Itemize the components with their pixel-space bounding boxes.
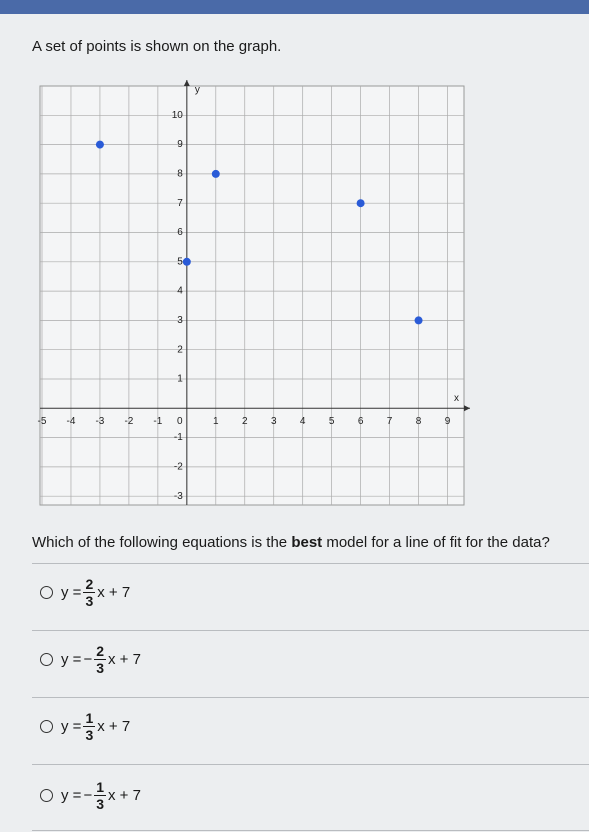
graph: -5 -4 -3 -2 -1 0 1 2 3 4 5 6 7 8 9 -3 -2 -1 1 2 3 4 5 6 7 8 9 10 x y [38, 80, 470, 506]
x-tick-label: 9 [445, 416, 451, 427]
equation-lhs: y = [61, 717, 82, 735]
question-emphasis: best [291, 534, 323, 551]
y-tick-label: 5 [177, 256, 183, 267]
y-tick-label: 2 [177, 344, 183, 355]
x-tick-label: 2 [242, 416, 248, 427]
y-tick-label: 6 [177, 227, 183, 238]
x-tick-label: 1 [213, 416, 219, 427]
data-point [95, 140, 104, 149]
separator [32, 830, 589, 831]
equation-rest: x + 7 [97, 583, 131, 601]
y-tick-label: -1 [174, 432, 183, 443]
x-tick-label: -1 [153, 416, 162, 427]
y-tick-label: -3 [174, 491, 183, 502]
radio-button[interactable] [40, 652, 53, 666]
y-tick-label: 4 [177, 286, 183, 297]
equation-lhs: y = [61, 650, 82, 668]
data-point [182, 257, 191, 266]
question: Which of the following equations is the … [32, 534, 550, 551]
y-axis-arrow [183, 80, 190, 86]
answer-option[interactable]: y = −2 3 x + 7 [40, 634, 141, 684]
denominator: 3 [85, 726, 94, 743]
numerator: 2 [83, 575, 96, 593]
x-tick-label: 7 [387, 416, 393, 427]
x-tick-label: -5 [38, 416, 47, 427]
equation-sign: − [83, 650, 93, 668]
x-tick-label: -2 [124, 416, 133, 427]
separator [32, 563, 589, 564]
separator [32, 697, 589, 698]
data-point [211, 169, 220, 178]
denominator: 3 [96, 795, 104, 812]
equation-rest: x + 7 [97, 717, 131, 735]
y-tick-label: 10 [172, 110, 184, 121]
x-tick-label: 6 [358, 416, 364, 427]
separator [32, 630, 589, 631]
top-bar [0, 0, 589, 14]
y-tick-label: 9 [177, 139, 183, 150]
x-tick-label: 3 [271, 416, 277, 427]
equation-rest: x + 7 [108, 786, 141, 804]
numerator: 1 [94, 778, 106, 796]
numerator: 2 [94, 642, 106, 660]
y-tick-label: -2 [174, 462, 183, 473]
x-tick-label: 8 [416, 416, 422, 427]
radio-button[interactable] [40, 788, 53, 802]
question-text: Which of the following equations is the [32, 534, 288, 551]
denominator: 3 [96, 659, 104, 676]
equation-rest: x + 7 [108, 650, 141, 668]
denominator: 3 [85, 592, 94, 609]
intro-text: A set of points is shown on the graph. [32, 38, 282, 55]
y-tick-label: 8 [177, 169, 183, 180]
numerator: 1 [83, 709, 96, 727]
x-tick-label: 4 [300, 416, 306, 427]
y-tick-label: 3 [177, 315, 183, 326]
equation-sign: − [83, 786, 93, 804]
y-tick-label: 7 [177, 198, 183, 209]
data-point [414, 316, 423, 325]
x-axis-label: x [454, 393, 459, 404]
radio-button[interactable] [40, 719, 53, 733]
answer-option[interactable]: y = 1 3 x + 7 [40, 701, 130, 751]
equation-lhs: y = [61, 583, 82, 601]
x-tick-label: 0 [177, 416, 183, 427]
separator [32, 764, 589, 765]
x-tick-label: -3 [95, 416, 104, 427]
answer-option[interactable]: y = −1 3 x + 7 [40, 770, 141, 820]
x-tick-label: 5 [329, 416, 335, 427]
plot-area [39, 85, 465, 506]
y-tick-label: 1 [177, 374, 183, 385]
x-tick-label: -4 [67, 416, 76, 427]
x-axis-arrow [464, 405, 470, 412]
answer-option[interactable]: y = 2 3 x + 7 [40, 567, 130, 617]
data-point [356, 199, 365, 208]
radio-button[interactable] [40, 585, 53, 599]
question-text: model for a line of fit for the data? [326, 534, 550, 551]
y-axis-label: y [195, 85, 200, 96]
equation-lhs: y = [61, 786, 82, 804]
